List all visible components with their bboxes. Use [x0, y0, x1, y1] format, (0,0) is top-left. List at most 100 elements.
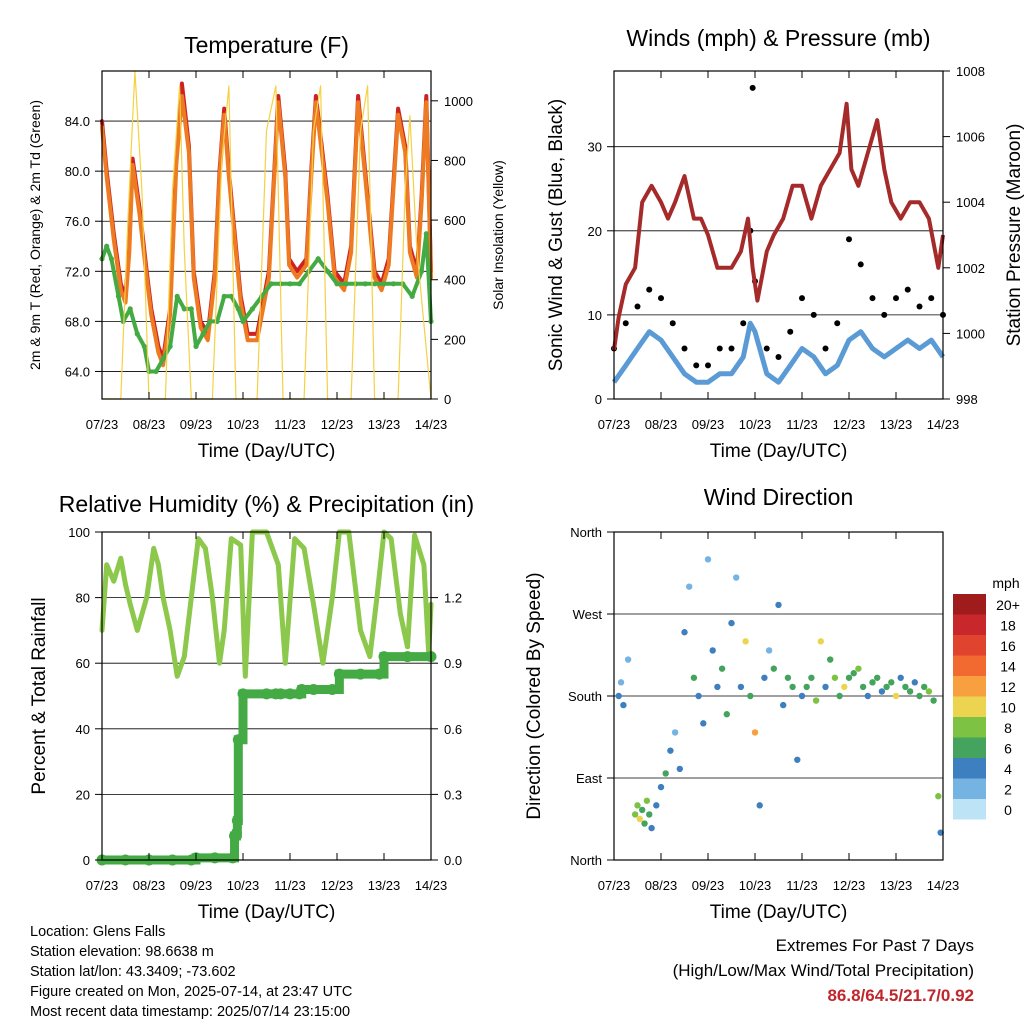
direction-point: [681, 629, 688, 636]
direction-point: [803, 683, 810, 691]
y2-axis-label: Station Pressure (Maroon): [1004, 124, 1024, 347]
x-tick-label: 14/23: [415, 878, 448, 893]
x-tick-label: 12/23: [321, 417, 354, 432]
direction-point: [648, 824, 655, 832]
direction-point: [859, 683, 867, 691]
direction-point: [646, 811, 653, 818]
direction-point: [916, 692, 923, 700]
direction-point: [874, 674, 881, 681]
direction-point: [817, 638, 824, 645]
gust-point: [669, 320, 676, 327]
y-tick-label: 64.0: [65, 364, 90, 379]
direction-point: [761, 674, 768, 681]
direction-point: [742, 638, 749, 645]
gust-point: [810, 311, 817, 318]
direction-point: [756, 802, 763, 809]
y2-axis-label: Solar Insolation (Yellow): [490, 160, 506, 310]
x-tick-label: 11/23: [274, 878, 306, 893]
dewpoint-point: [120, 318, 126, 324]
direction-point: [794, 756, 801, 763]
dewpoint-point: [353, 281, 359, 287]
gust-point: [681, 345, 688, 352]
gust-point: [822, 345, 829, 352]
legend-swatch: [953, 737, 986, 758]
legend-swatch: [953, 799, 986, 820]
latlon-text: Station lat/lon: 43.3409; -73.602: [30, 964, 236, 980]
rainfall-point: [209, 852, 221, 864]
rainfall-point: [275, 688, 287, 700]
x-axis-label: Time (Day/UTC): [710, 441, 848, 462]
direction-point: [723, 711, 730, 718]
gust-point: [622, 320, 629, 327]
dewpoint-point: [423, 231, 429, 237]
direction-point: [690, 674, 698, 681]
chart-title: Wind Direction: [704, 484, 854, 510]
dewpoint-point: [409, 293, 415, 299]
direction-point: [676, 765, 683, 773]
direction-point: [850, 670, 857, 677]
dewpoint-point: [181, 306, 187, 312]
direction-point: [728, 619, 735, 627]
y-tick-label: 68.0: [65, 314, 90, 329]
gust-point: [716, 345, 723, 352]
direction-point: [704, 556, 712, 563]
x-tick-label: 09/23: [692, 417, 725, 432]
dewpoint-point: [268, 281, 274, 287]
y-tick-label: North: [570, 853, 602, 868]
dewpoint-point: [296, 281, 302, 287]
direction-point: [636, 815, 644, 823]
direction-point: [878, 688, 886, 695]
dewpoint-point: [146, 368, 152, 375]
y2-tick-label: 600: [444, 213, 466, 228]
direction-point: [686, 583, 693, 590]
direction-point: [751, 729, 759, 736]
y-tick-label: 76.0: [65, 214, 90, 229]
chart-title: Temperature (F): [184, 32, 349, 58]
direction-point: [883, 683, 890, 691]
direction-point: [935, 793, 942, 800]
direction-point: [653, 802, 660, 809]
direction-point: [836, 692, 843, 700]
direction-point: [822, 683, 829, 691]
x-axis-label: Time (Day/UTC): [198, 441, 336, 462]
dewpoint-point: [167, 343, 173, 350]
direction-point: [784, 674, 792, 681]
rainfall-point: [326, 683, 338, 695]
gust-point: [787, 328, 794, 335]
legend-label: 6: [1004, 741, 1012, 757]
x-tick-label: 08/23: [645, 417, 678, 432]
series-9m-t: [100, 94, 433, 368]
direction-point: [812, 697, 820, 704]
chart-humidity: 07/23 08/23 09/23 10/23 11/23 12/23 13/23 14/23…: [29, 491, 474, 923]
x-tick-label: 10/23: [227, 878, 260, 893]
y-tick-label: 60: [76, 656, 90, 671]
y2-tick-label: 0.9: [444, 656, 462, 671]
x-tick-label: 13/23: [368, 417, 401, 432]
x-tick-label: 10/23: [227, 417, 260, 432]
y-tick-label: North: [570, 525, 602, 540]
direction-point: [718, 665, 726, 672]
x-tick-label: 09/23: [180, 878, 213, 893]
y2-tick-label: 1000: [444, 94, 473, 109]
dewpoint-point: [193, 343, 199, 350]
speed-legend: mph 20+ 18 16 14 12 10 8 6 4 2 0: [953, 575, 1020, 820]
rainfall-point: [231, 815, 243, 827]
x-tick-label: 10/23: [739, 417, 772, 432]
gust-point: [634, 303, 641, 310]
legend-swatch: [953, 635, 986, 656]
direction-point: [667, 747, 674, 754]
dewpoint-point: [315, 256, 321, 262]
dewpoint-point: [325, 268, 331, 274]
y-tick-label: 40: [76, 722, 90, 737]
dewpoint-point: [235, 306, 241, 312]
direction-point: [921, 683, 928, 691]
direction-point: [737, 683, 745, 691]
legend-label: 8: [1004, 720, 1012, 736]
y-tick-label: West: [573, 607, 603, 622]
x-tick-label: 11/23: [274, 417, 306, 432]
direction-point: [808, 674, 815, 681]
y2-tick-label: 200: [444, 332, 466, 347]
chart-wind-direction: 07/23 08/23 09/23 10/23 11/23 12/23 13/23 14/23…: [524, 484, 1020, 923]
rainfall-point: [378, 651, 390, 663]
x-tick-label: 12/23: [321, 878, 354, 893]
